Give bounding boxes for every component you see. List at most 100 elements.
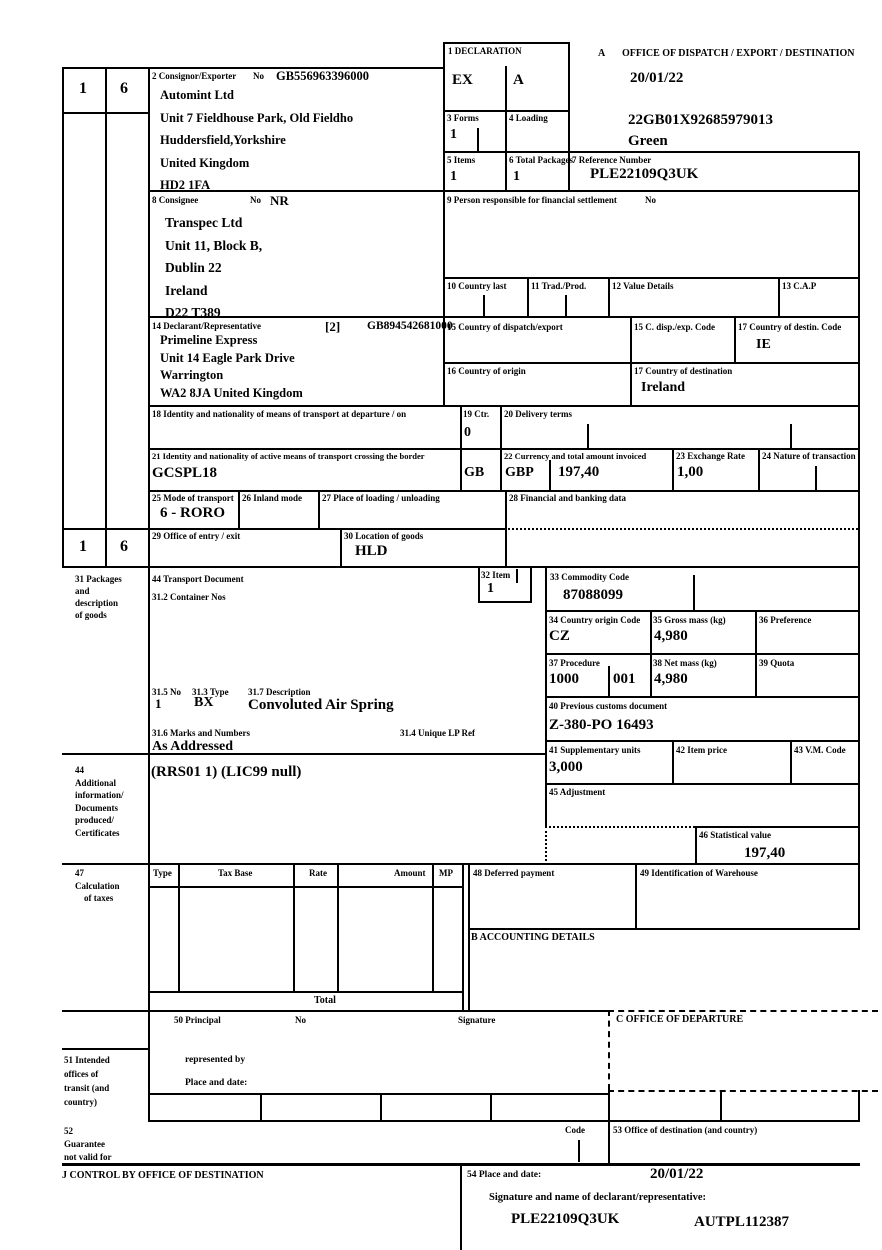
tick xyxy=(578,1140,580,1162)
border xyxy=(148,1093,608,1095)
border xyxy=(608,277,610,318)
copy-number: 6 xyxy=(120,80,128,97)
border xyxy=(62,753,545,755)
box26-label: 26 Inland mode xyxy=(242,493,303,503)
place-date-value: 20/01/22 xyxy=(650,1166,704,1182)
border xyxy=(468,863,470,1012)
address-line: Huddersfield,Yorkshire xyxy=(160,133,286,147)
label-line: 51 Intended xyxy=(64,1055,110,1065)
net-mass: 4,980 xyxy=(654,671,688,687)
goods-description: Convoluted Air Spring xyxy=(248,697,394,713)
box50-signature-label: Signature xyxy=(458,1015,496,1025)
label-line: 31 Packages xyxy=(75,574,122,584)
border xyxy=(340,528,342,568)
procedure-code: 1000 xyxy=(549,671,579,687)
dispatch-date: 20/01/22 xyxy=(630,70,684,86)
label-line: and xyxy=(75,586,90,596)
border xyxy=(778,277,780,318)
transport-nationality: GB xyxy=(464,465,485,480)
border xyxy=(500,405,502,490)
border xyxy=(432,863,434,993)
reference-number: PLE22109Q3UK xyxy=(590,166,699,182)
destination-country: Ireland xyxy=(641,380,686,395)
dashed-line xyxy=(608,1010,878,1012)
label-line: 52 xyxy=(64,1126,73,1136)
box2-no-label: No xyxy=(253,71,264,81)
box17a-label: 17 Country of destin. Code xyxy=(738,322,842,332)
consignee-id: NR xyxy=(270,193,289,208)
border xyxy=(62,1048,148,1050)
tax-col-type: Type xyxy=(153,868,172,878)
border xyxy=(148,316,860,318)
border xyxy=(148,405,860,407)
dashed-line xyxy=(608,1090,878,1092)
box51-label: 51 Intended offices of transit (and coun… xyxy=(64,1053,110,1109)
goods-location: HLD xyxy=(355,543,388,559)
declarant-signature-label: Signature and name of declarant/represen… xyxy=(489,1192,706,1203)
container-nos-label: 31.2 Container Nos xyxy=(152,592,226,602)
box27-label: 27 Place of loading / unloading xyxy=(322,493,440,503)
address-line: Unit 11, Block B, xyxy=(165,237,263,253)
declarant-auth-id: AUTPL112387 xyxy=(694,1214,790,1230)
tick xyxy=(483,295,485,318)
border xyxy=(490,1093,492,1122)
border xyxy=(608,1090,610,1122)
label-line: not valid for xyxy=(64,1152,112,1162)
box6-value: 1 xyxy=(513,169,520,184)
box18-label: 18 Identity and nationality of means of … xyxy=(152,409,407,419)
label-line: produced/ xyxy=(75,815,114,825)
border xyxy=(260,1093,262,1122)
address-line: WA2 8JA United Kingdom xyxy=(160,385,303,400)
box54-label: 54 Place and date: xyxy=(467,1170,542,1180)
declaration-subtype: A xyxy=(513,72,524,88)
box15-label: 15 Country of dispatch/export xyxy=(447,322,563,332)
box8-label: 8 Consignee xyxy=(152,195,199,205)
border xyxy=(148,67,150,568)
consignee-address: Transpec Ltd Unit 11, Block B, Dublin 22… xyxy=(165,212,262,325)
border xyxy=(545,610,860,612)
border xyxy=(858,151,860,928)
border xyxy=(443,277,860,279)
box317-label: 31.7 Description xyxy=(248,687,311,697)
package-type: BX xyxy=(194,695,214,710)
box9-no-label: No xyxy=(645,195,656,205)
border xyxy=(545,783,860,785)
border xyxy=(630,318,632,405)
box22-label: 22 Currency and total amount invoiced xyxy=(504,451,647,461)
border xyxy=(672,448,674,490)
border xyxy=(460,405,462,490)
border xyxy=(62,566,860,568)
label-line: Certificates xyxy=(75,827,120,838)
border xyxy=(468,928,860,930)
tick xyxy=(693,575,695,611)
place-date-label: Place and date: xyxy=(185,1078,248,1088)
border xyxy=(380,1093,382,1122)
mrn-number: 22GB01X92685979013 xyxy=(628,112,774,128)
box3-label: 3 Forms xyxy=(447,113,479,123)
address-line: D22 T389 xyxy=(165,305,221,320)
address-line: Unit 7 Fieldhouse Park, Old Fieldho xyxy=(160,110,354,125)
box36-label: 36 Preference xyxy=(759,615,812,625)
declaration-type: EX xyxy=(452,72,473,88)
item-number: 1 xyxy=(487,581,494,596)
tick xyxy=(587,424,589,448)
label-line: Additional xyxy=(75,777,117,788)
border xyxy=(478,601,532,603)
box43-label: 43 V.M. Code xyxy=(794,745,846,755)
border xyxy=(650,610,652,698)
address-line: Ireland xyxy=(165,282,208,298)
box35-label: 35 Gross mass (kg) xyxy=(653,615,726,625)
dotted-line xyxy=(545,826,695,828)
consignor-eori: GB556963396000 xyxy=(276,69,370,83)
box19-value: 0 xyxy=(464,425,471,440)
border xyxy=(443,42,445,405)
label-line: Calculation xyxy=(75,880,120,891)
border xyxy=(545,696,860,698)
border xyxy=(293,863,295,993)
box50-label: 50 Principal xyxy=(174,1015,221,1025)
origin-country-code: CZ xyxy=(549,628,570,644)
border xyxy=(608,1120,610,1165)
border xyxy=(443,362,860,364)
box52-label: 52 Guarantee not valid for xyxy=(64,1125,112,1164)
border xyxy=(790,740,792,785)
